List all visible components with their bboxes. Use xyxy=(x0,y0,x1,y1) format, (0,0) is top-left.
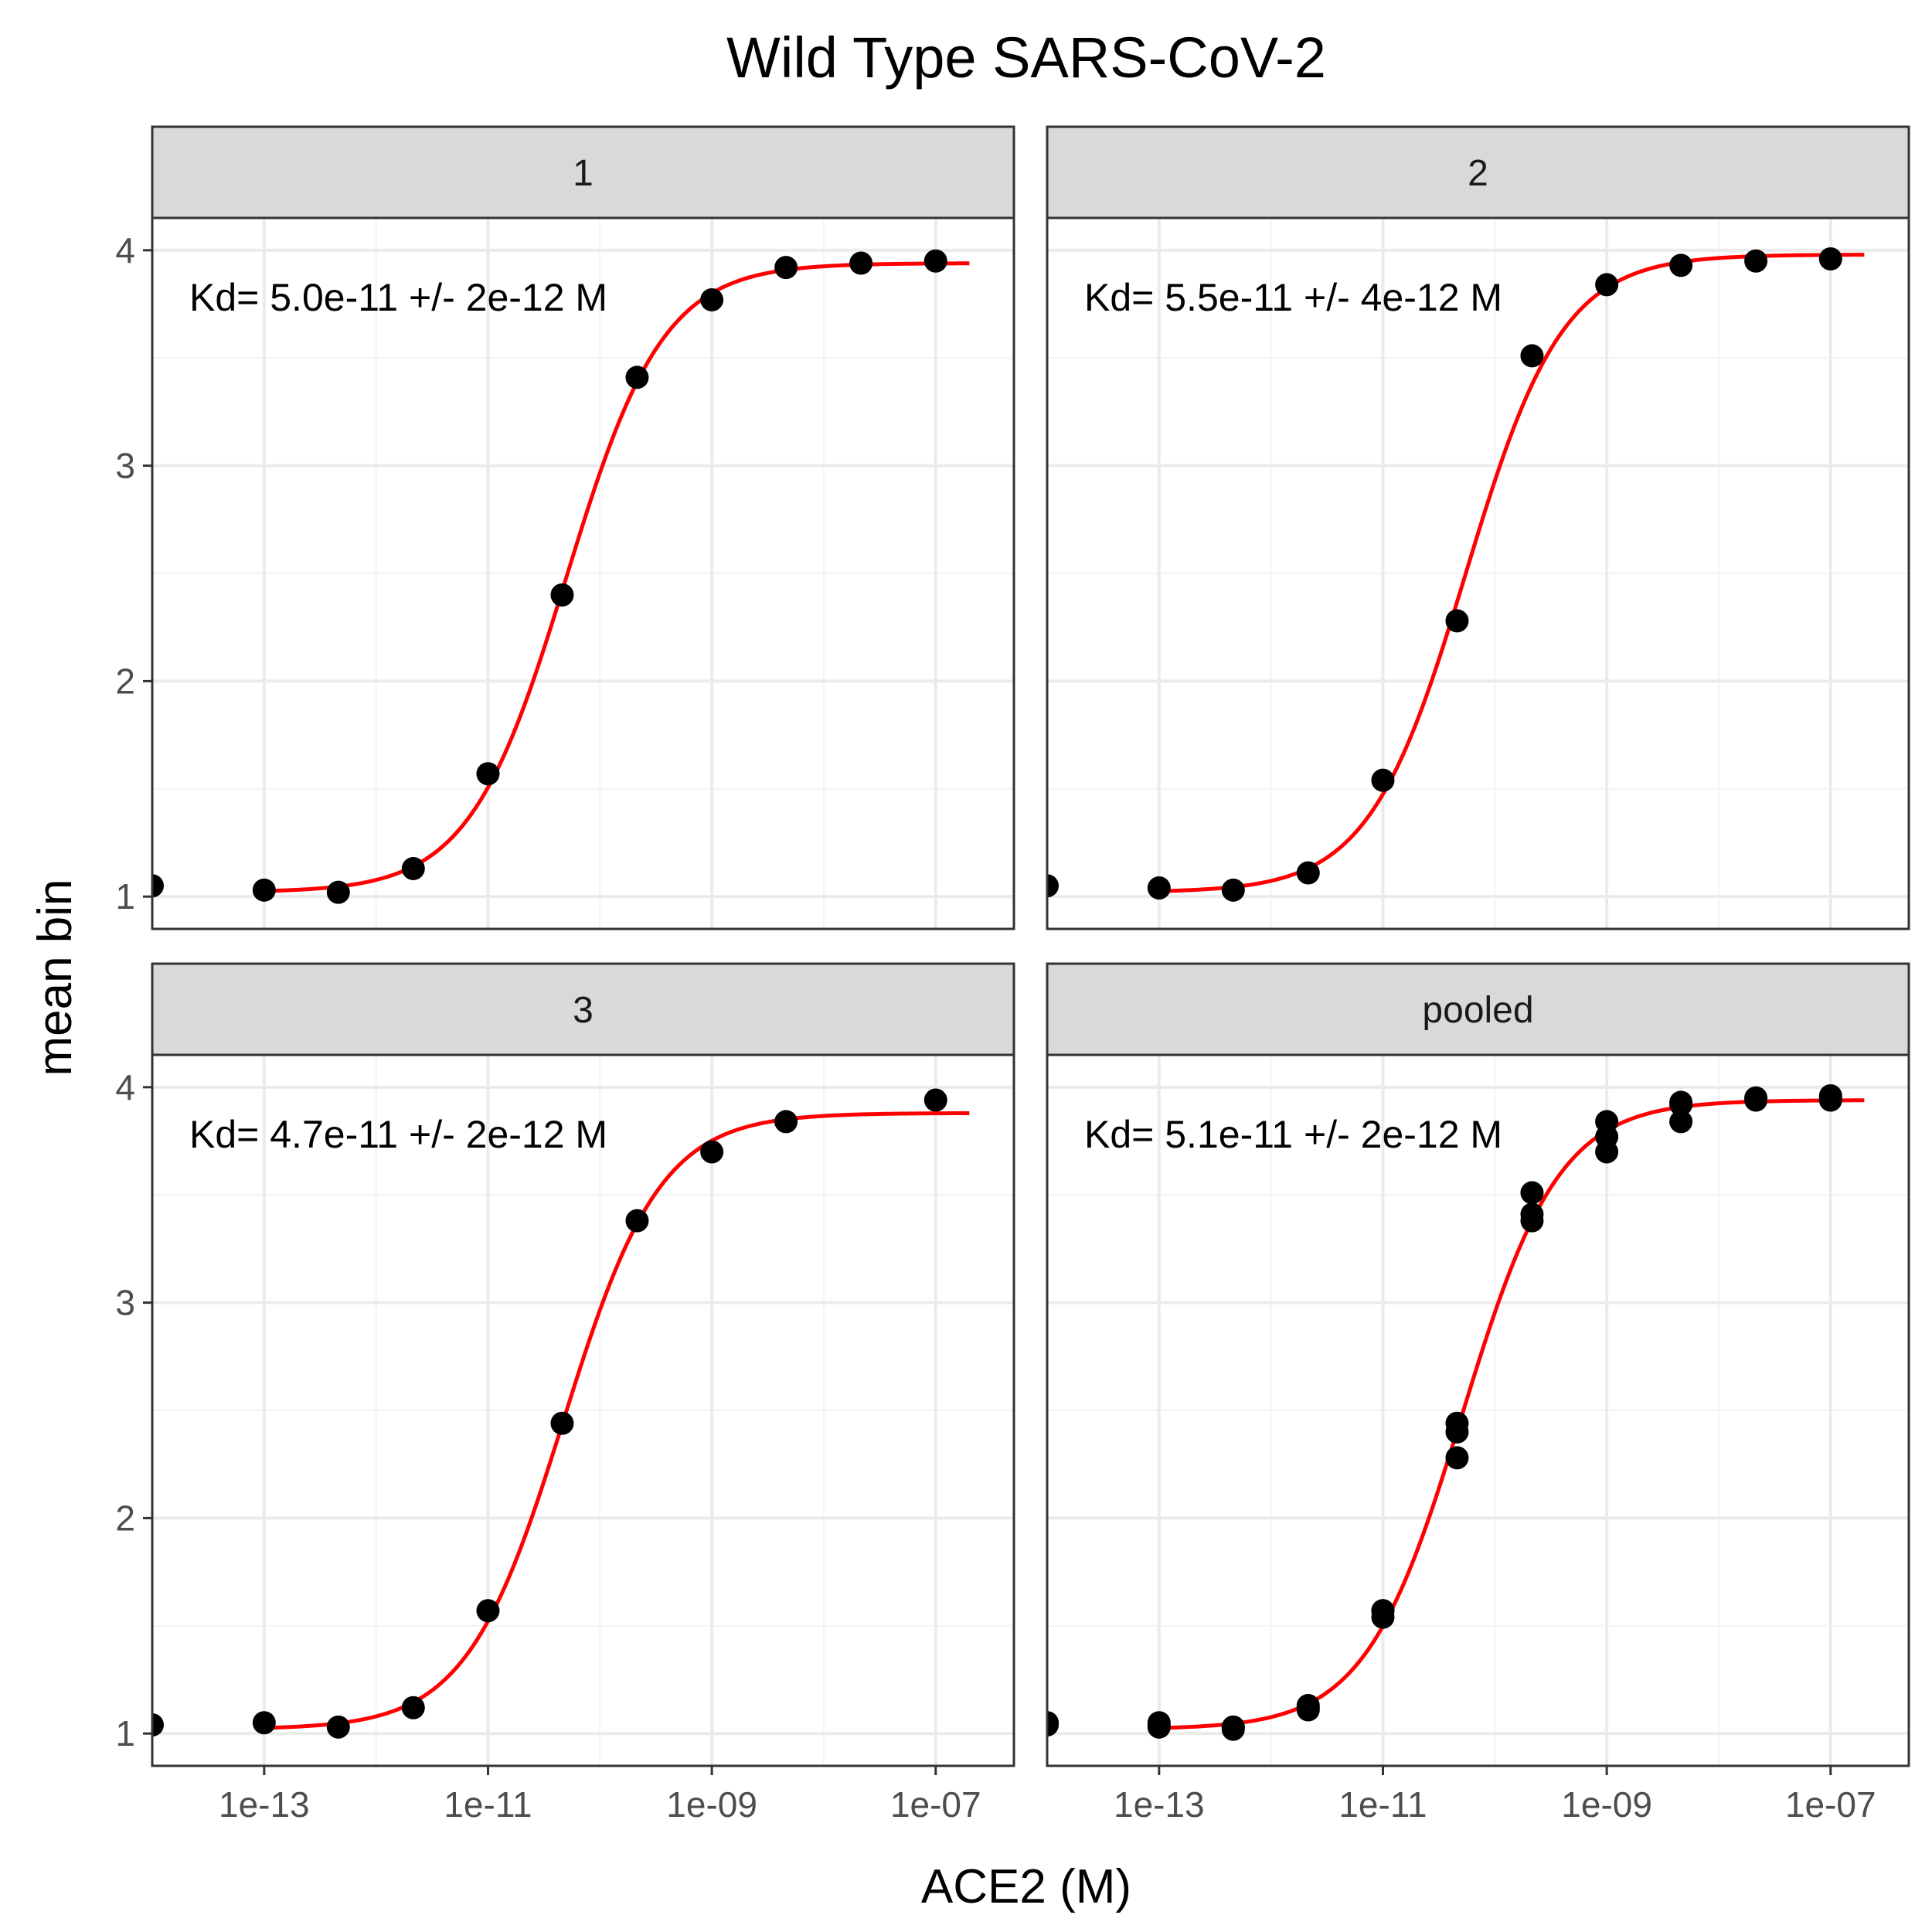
chart-title: Wild Type SARS-CoV-2 xyxy=(726,26,1326,90)
facet-panel-3: Kd= 4.7e-11 +/- 2e-12 M 3 1 2 3 4 1e-13 1e-11 1e… xyxy=(115,962,1015,1825)
data-point xyxy=(1221,1715,1245,1739)
data-point xyxy=(1371,768,1395,792)
x-tick-label: 1e-13 xyxy=(1114,1784,1205,1825)
x-tick-label: 1e-09 xyxy=(666,1784,757,1825)
facet-panel-pooled: Kd= 5.1e-11 +/- 2e-12 M pooled 1e-13 1e-11 1… xyxy=(1046,962,1910,1825)
facet-strip-label: pooled xyxy=(1422,990,1533,1031)
x-tick-label: 1e-11 xyxy=(444,1784,532,1825)
data-point xyxy=(1047,874,1059,898)
x-axis-title: ACE2 (M) xyxy=(921,1860,1131,1913)
y-axis-title: mean bin xyxy=(29,879,82,1076)
facet-strip xyxy=(1046,125,1910,219)
y-tick-label: 4 xyxy=(115,1067,135,1107)
facet-strip xyxy=(151,962,1015,1056)
data-point xyxy=(849,251,873,275)
data-point xyxy=(1445,1411,1469,1435)
data-point xyxy=(1744,249,1768,273)
facet-panel-2: Kd= 5.5e-11 +/- 4e-12 M 2 xyxy=(1046,125,1910,930)
y-tick-label: 3 xyxy=(115,1283,135,1323)
data-point xyxy=(700,1140,724,1164)
data-point xyxy=(1669,1110,1693,1134)
y-tick-label: 2 xyxy=(115,1498,135,1538)
fit-curve xyxy=(264,1111,970,1730)
data-point xyxy=(1296,1696,1320,1719)
data-point xyxy=(476,1599,500,1623)
facet-strip-label: 3 xyxy=(573,990,594,1031)
data-point xyxy=(1047,1713,1059,1737)
x-tick-label: 1e-09 xyxy=(1561,1784,1652,1825)
data-point xyxy=(625,1209,649,1233)
data-point xyxy=(1296,861,1320,885)
data-point xyxy=(1147,876,1171,900)
data-point xyxy=(252,878,276,902)
kd-annotation: Kd= 5.0e-11 +/- 2e-12 M xyxy=(189,276,607,319)
data-point xyxy=(1445,1446,1469,1470)
data-point xyxy=(1371,1599,1395,1623)
kd-annotation: Kd= 4.7e-11 +/- 2e-12 M xyxy=(189,1113,607,1156)
data-point xyxy=(1445,609,1469,633)
data-point xyxy=(401,856,425,880)
facet-panel-1: Kd= 5.0e-11 +/- 2e-12 M 1 1 2 3 4 xyxy=(115,125,1015,930)
data-point xyxy=(326,880,350,904)
facet-panels: Kd= 5.0e-11 +/- 2e-12 M 1 1 2 3 4 Kd= 5.5e-11 … xyxy=(115,125,1910,1825)
facet-strip xyxy=(1046,962,1910,1056)
facet-strip xyxy=(151,125,1015,219)
y-tick-label: 3 xyxy=(115,446,135,486)
data-point xyxy=(1595,273,1619,297)
data-points xyxy=(1047,247,1842,902)
x-tick-label: 1e-07 xyxy=(1785,1784,1876,1825)
data-point xyxy=(774,256,798,280)
data-point xyxy=(1147,1711,1171,1735)
y-tick-label: 1 xyxy=(115,876,135,917)
data-point xyxy=(1520,1181,1544,1205)
data-point xyxy=(1520,1209,1544,1233)
x-tick-label: 1e-07 xyxy=(890,1784,981,1825)
x-tick-label: 1e-11 xyxy=(1338,1784,1427,1825)
data-point xyxy=(1595,1140,1619,1164)
data-point xyxy=(923,249,947,273)
data-point xyxy=(550,1411,574,1435)
data-point xyxy=(152,874,164,898)
data-point xyxy=(1221,878,1245,902)
data-points xyxy=(1047,1083,1842,1741)
data-point xyxy=(1818,247,1842,270)
data-points xyxy=(152,249,947,904)
data-point xyxy=(1744,1086,1768,1110)
kd-annotation: Kd= 5.1e-11 +/- 2e-12 M xyxy=(1084,1113,1502,1156)
data-points xyxy=(152,1088,947,1739)
y-tick-label: 1 xyxy=(115,1713,135,1753)
y-tick-label: 4 xyxy=(115,230,135,270)
data-point xyxy=(625,366,649,389)
data-point xyxy=(700,287,724,311)
data-point xyxy=(1520,344,1544,368)
data-point xyxy=(476,762,500,786)
data-point xyxy=(923,1088,947,1112)
facet-strip-label: 2 xyxy=(1468,153,1488,194)
data-point xyxy=(152,1713,164,1737)
data-point xyxy=(774,1110,798,1134)
data-point xyxy=(550,583,574,607)
data-point xyxy=(252,1711,276,1735)
data-point xyxy=(1595,1110,1619,1134)
data-point xyxy=(1669,253,1693,277)
data-point xyxy=(401,1696,425,1719)
y-tick-label: 2 xyxy=(115,661,135,701)
data-point xyxy=(1669,1090,1693,1114)
kd-annotation: Kd= 5.5e-11 +/- 4e-12 M xyxy=(1084,276,1502,319)
x-tick-label: 1e-13 xyxy=(219,1784,310,1825)
data-point xyxy=(326,1715,350,1739)
data-point xyxy=(1818,1088,1842,1112)
facet-strip-label: 1 xyxy=(573,153,594,194)
